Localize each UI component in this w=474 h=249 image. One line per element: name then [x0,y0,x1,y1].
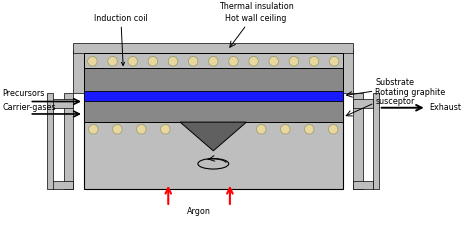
Bar [52,181,73,189]
Circle shape [188,57,198,66]
Circle shape [228,57,238,66]
Bar [64,93,73,189]
Text: Exhaust: Exhaust [429,103,461,112]
Circle shape [137,124,146,134]
Circle shape [88,57,97,66]
Circle shape [256,124,266,134]
Text: Argon: Argon [187,207,211,216]
Polygon shape [180,122,246,151]
Text: Induction coil: Induction coil [94,14,148,65]
Text: Thermal insulation: Thermal insulation [219,1,293,10]
Circle shape [328,124,338,134]
Bar [47,93,53,189]
Bar [84,93,343,189]
Text: susceptor: susceptor [375,97,415,106]
Text: Precursors: Precursors [2,89,45,98]
Circle shape [249,57,258,66]
Bar [353,99,373,108]
Text: Rotating graphite: Rotating graphite [375,88,446,97]
Bar [73,43,353,53]
Text: Carrier-gases: Carrier-gases [2,103,56,112]
Circle shape [281,124,290,134]
Circle shape [168,57,178,66]
Circle shape [269,57,279,66]
Text: Hot wall ceiling: Hot wall ceiling [225,14,287,23]
Bar [373,93,379,189]
Circle shape [309,57,319,66]
Bar [73,50,84,93]
Bar [343,50,353,93]
Circle shape [148,57,157,66]
Bar [353,93,363,189]
Bar [52,99,73,108]
Circle shape [329,57,339,66]
Circle shape [161,124,170,134]
Bar [84,53,343,93]
Circle shape [209,57,218,66]
Bar [84,93,343,122]
Text: Substrate: Substrate [375,78,414,87]
Circle shape [113,124,122,134]
Bar [353,181,373,189]
Bar [84,68,343,93]
Circle shape [108,57,118,66]
Circle shape [304,124,314,134]
Bar [84,91,343,101]
Circle shape [89,124,98,134]
Circle shape [128,57,137,66]
Circle shape [289,57,299,66]
